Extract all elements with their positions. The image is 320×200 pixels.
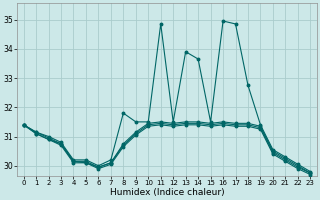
- X-axis label: Humidex (Indice chaleur): Humidex (Indice chaleur): [110, 188, 224, 197]
